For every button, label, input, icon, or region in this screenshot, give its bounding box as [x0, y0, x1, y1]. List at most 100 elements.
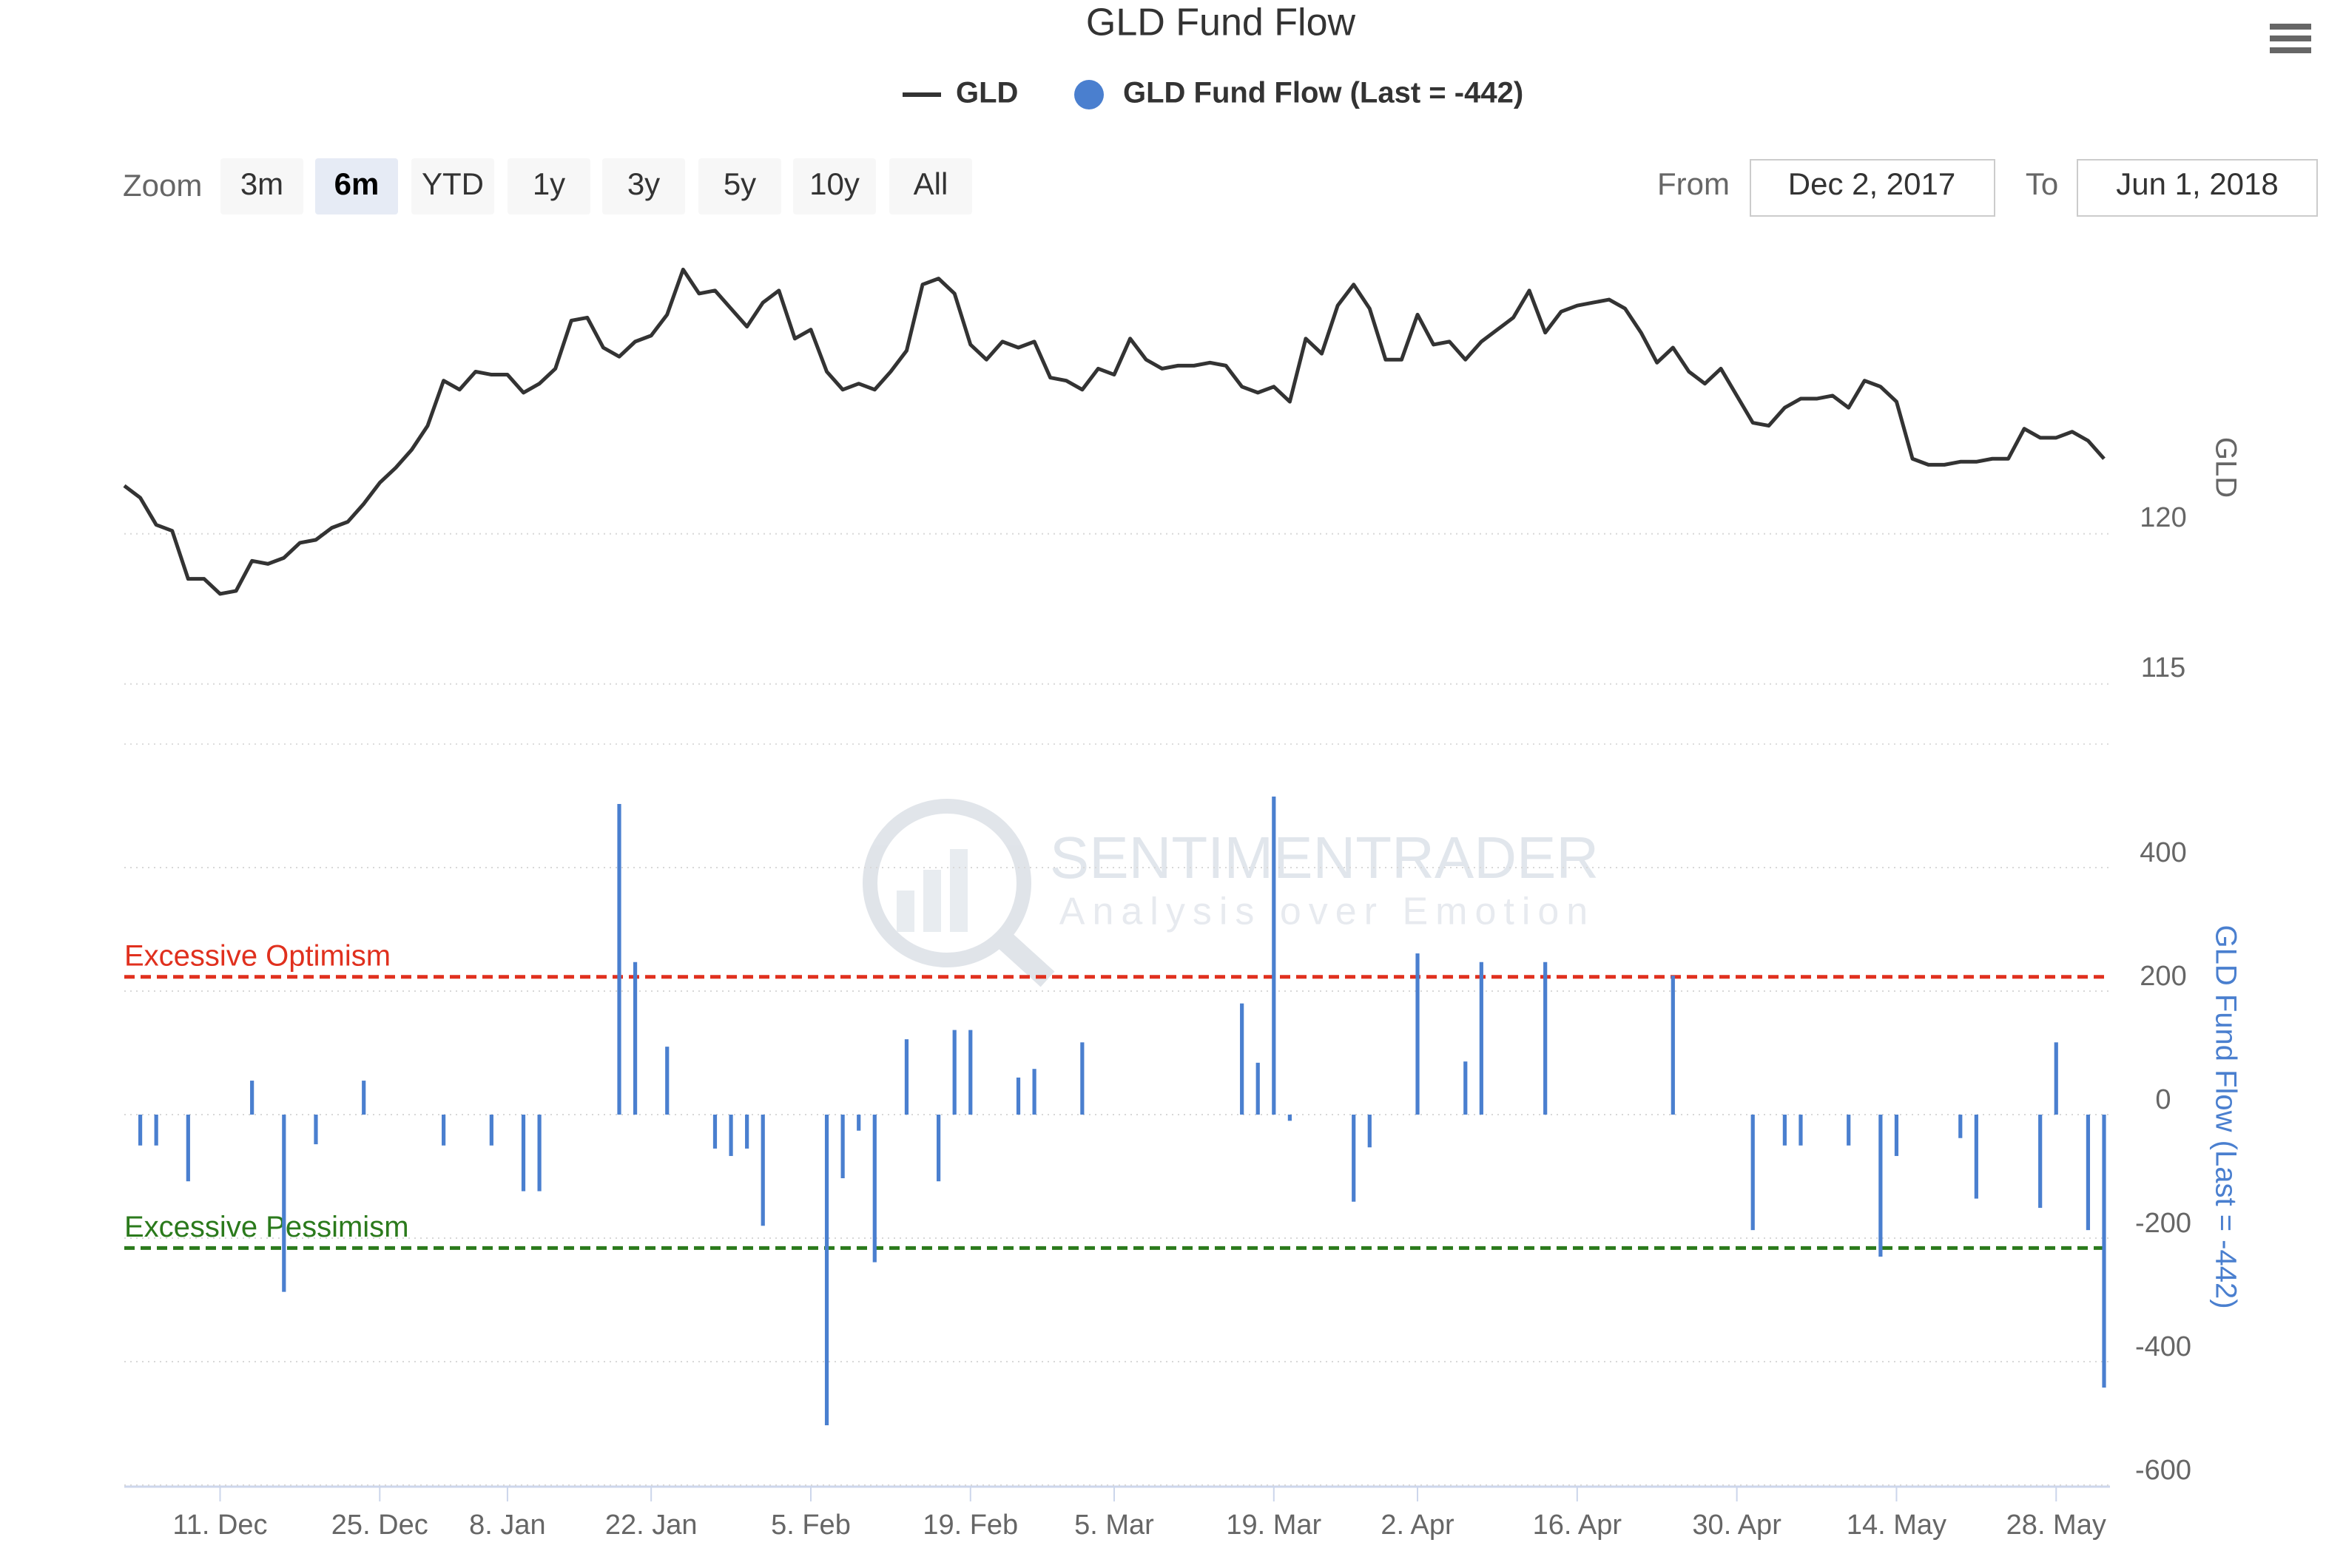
x-tick-label: 19. Mar — [1226, 1510, 1321, 1541]
flow-bar — [824, 1115, 829, 1426]
zoom-button-label[interactable]: 6m — [334, 166, 380, 201]
legend-label[interactable]: GLD Fund Flow (Last = -442) — [1123, 77, 1523, 109]
y-tick-label: 115 — [2141, 652, 2186, 683]
plot-line-label: Excessive Optimism — [124, 939, 391, 972]
zoom-button-label[interactable]: All — [914, 166, 948, 201]
flow-bar — [282, 1115, 286, 1292]
zoom-button[interactable] — [508, 158, 590, 214]
y2-axis-title: GLD Fund Flow (Last = -442) — [2209, 925, 2242, 1308]
y2-tick-label: 200 — [2140, 961, 2186, 992]
zoom-button-label[interactable]: 3y — [627, 166, 660, 201]
flow-bar — [1352, 1115, 1356, 1202]
flow-bar — [314, 1115, 318, 1145]
flow-bar — [489, 1115, 493, 1146]
legend-label[interactable]: GLD — [956, 77, 1018, 109]
flow-bar — [1272, 796, 1276, 1115]
legend-symbol[interactable] — [1074, 80, 1104, 109]
watermark: SENTIMENTRADER Analysis over Emotion — [863, 799, 1599, 987]
to-date[interactable]: Jun 1, 2018 — [2116, 166, 2279, 201]
flow-bar — [1974, 1115, 1978, 1199]
from-input[interactable] — [1750, 159, 1995, 217]
flow-bar — [537, 1115, 542, 1192]
gld-line — [123, 267, 2106, 596]
watermark-logo — [897, 891, 914, 932]
flow-bar — [1287, 1115, 1292, 1121]
flow-bar — [1463, 1061, 1468, 1115]
x-tick-label: 8. Jan — [469, 1510, 546, 1541]
flow-bar — [617, 803, 621, 1115]
zoom-button[interactable] — [602, 158, 685, 214]
flow-bar — [2054, 1042, 2058, 1115]
flow-bar — [1016, 1077, 1021, 1115]
flow-bar — [857, 1115, 861, 1131]
x-tick-label: 2. Apr — [1381, 1510, 1454, 1541]
flow-bar — [665, 1047, 670, 1115]
flow-bar — [1032, 1069, 1036, 1115]
flow-bar — [186, 1115, 190, 1182]
chart-title: GLD Fund Flow — [1086, 1, 1356, 44]
zoom-button[interactable] — [411, 158, 494, 214]
zoom-button[interactable] — [698, 158, 781, 214]
flow-bar — [872, 1115, 877, 1263]
zoom-button[interactable] — [793, 158, 876, 214]
x-tick-label: 28. May — [2006, 1510, 2106, 1541]
flow-bar — [521, 1115, 526, 1192]
y2-tick-label: -600 — [2135, 1455, 2191, 1486]
watermark-name: SENTIMENTRADER — [1050, 825, 1599, 891]
flow-bar — [362, 1081, 366, 1115]
zoom-label: Zoom — [123, 168, 202, 203]
flow-bar — [1782, 1115, 1787, 1146]
watermark-logo — [863, 799, 1031, 967]
watermark-logo — [923, 870, 941, 932]
flow-bar — [1080, 1042, 1085, 1115]
x-tick-label: 25. Dec — [331, 1510, 428, 1541]
flow-bar — [1958, 1115, 1963, 1138]
menu-button[interactable] — [2264, 12, 2317, 65]
zoom-button-label[interactable]: 10y — [809, 166, 860, 201]
flow-bar — [633, 962, 638, 1115]
x-tick-label: 5. Mar — [1074, 1510, 1154, 1541]
x-tick-label: 5. Feb — [771, 1510, 851, 1541]
flow-bar — [1367, 1115, 1372, 1148]
flow-bar — [154, 1115, 158, 1146]
y2-tick-label: 400 — [2140, 837, 2186, 868]
plot-line-label: Excessive Pessimism — [124, 1211, 409, 1243]
flow-bar — [1415, 953, 1420, 1115]
zoom-button-label[interactable]: 3m — [240, 166, 283, 201]
y2-tick-label: 0 — [2155, 1084, 2171, 1115]
flow-bar — [442, 1115, 446, 1146]
zoom-button[interactable] — [889, 158, 972, 214]
flow-bar — [1894, 1115, 1899, 1156]
flow-bar — [2102, 1115, 2106, 1388]
flow-bar — [138, 1115, 143, 1146]
watermark-tagline: Analysis over Emotion — [1059, 891, 1595, 933]
flow-bar — [729, 1115, 733, 1156]
zoom-button[interactable] — [220, 158, 303, 214]
flow-bar — [1799, 1115, 1803, 1146]
flow-bar — [1240, 1003, 1244, 1115]
flow-bar — [1479, 962, 1483, 1115]
flow-bar — [745, 1115, 749, 1149]
flow-bar — [1750, 1115, 1755, 1231]
to-label: To — [2026, 166, 2058, 201]
flow-bar — [968, 1030, 973, 1115]
zoom-button-label[interactable]: 1y — [533, 166, 565, 201]
watermark-logo — [950, 849, 968, 932]
zoom-button-label[interactable]: YTD — [422, 166, 484, 201]
flow-bar — [840, 1115, 845, 1179]
flow-bar — [1543, 962, 1548, 1115]
from-date[interactable]: Dec 2, 2017 — [1788, 166, 1956, 201]
flow-bar — [2038, 1115, 2043, 1209]
zoom-button-label[interactable]: 5y — [724, 166, 756, 201]
x-tick-label: 22. Jan — [605, 1510, 698, 1541]
flow-bar — [952, 1030, 957, 1115]
x-tick-label: 14. May — [1847, 1510, 1946, 1541]
flow-bar — [1847, 1115, 1851, 1146]
zoom-button[interactable] — [315, 158, 398, 214]
flow-bar — [761, 1115, 765, 1226]
flow-bar — [904, 1039, 909, 1115]
to-input[interactable] — [2077, 159, 2318, 217]
